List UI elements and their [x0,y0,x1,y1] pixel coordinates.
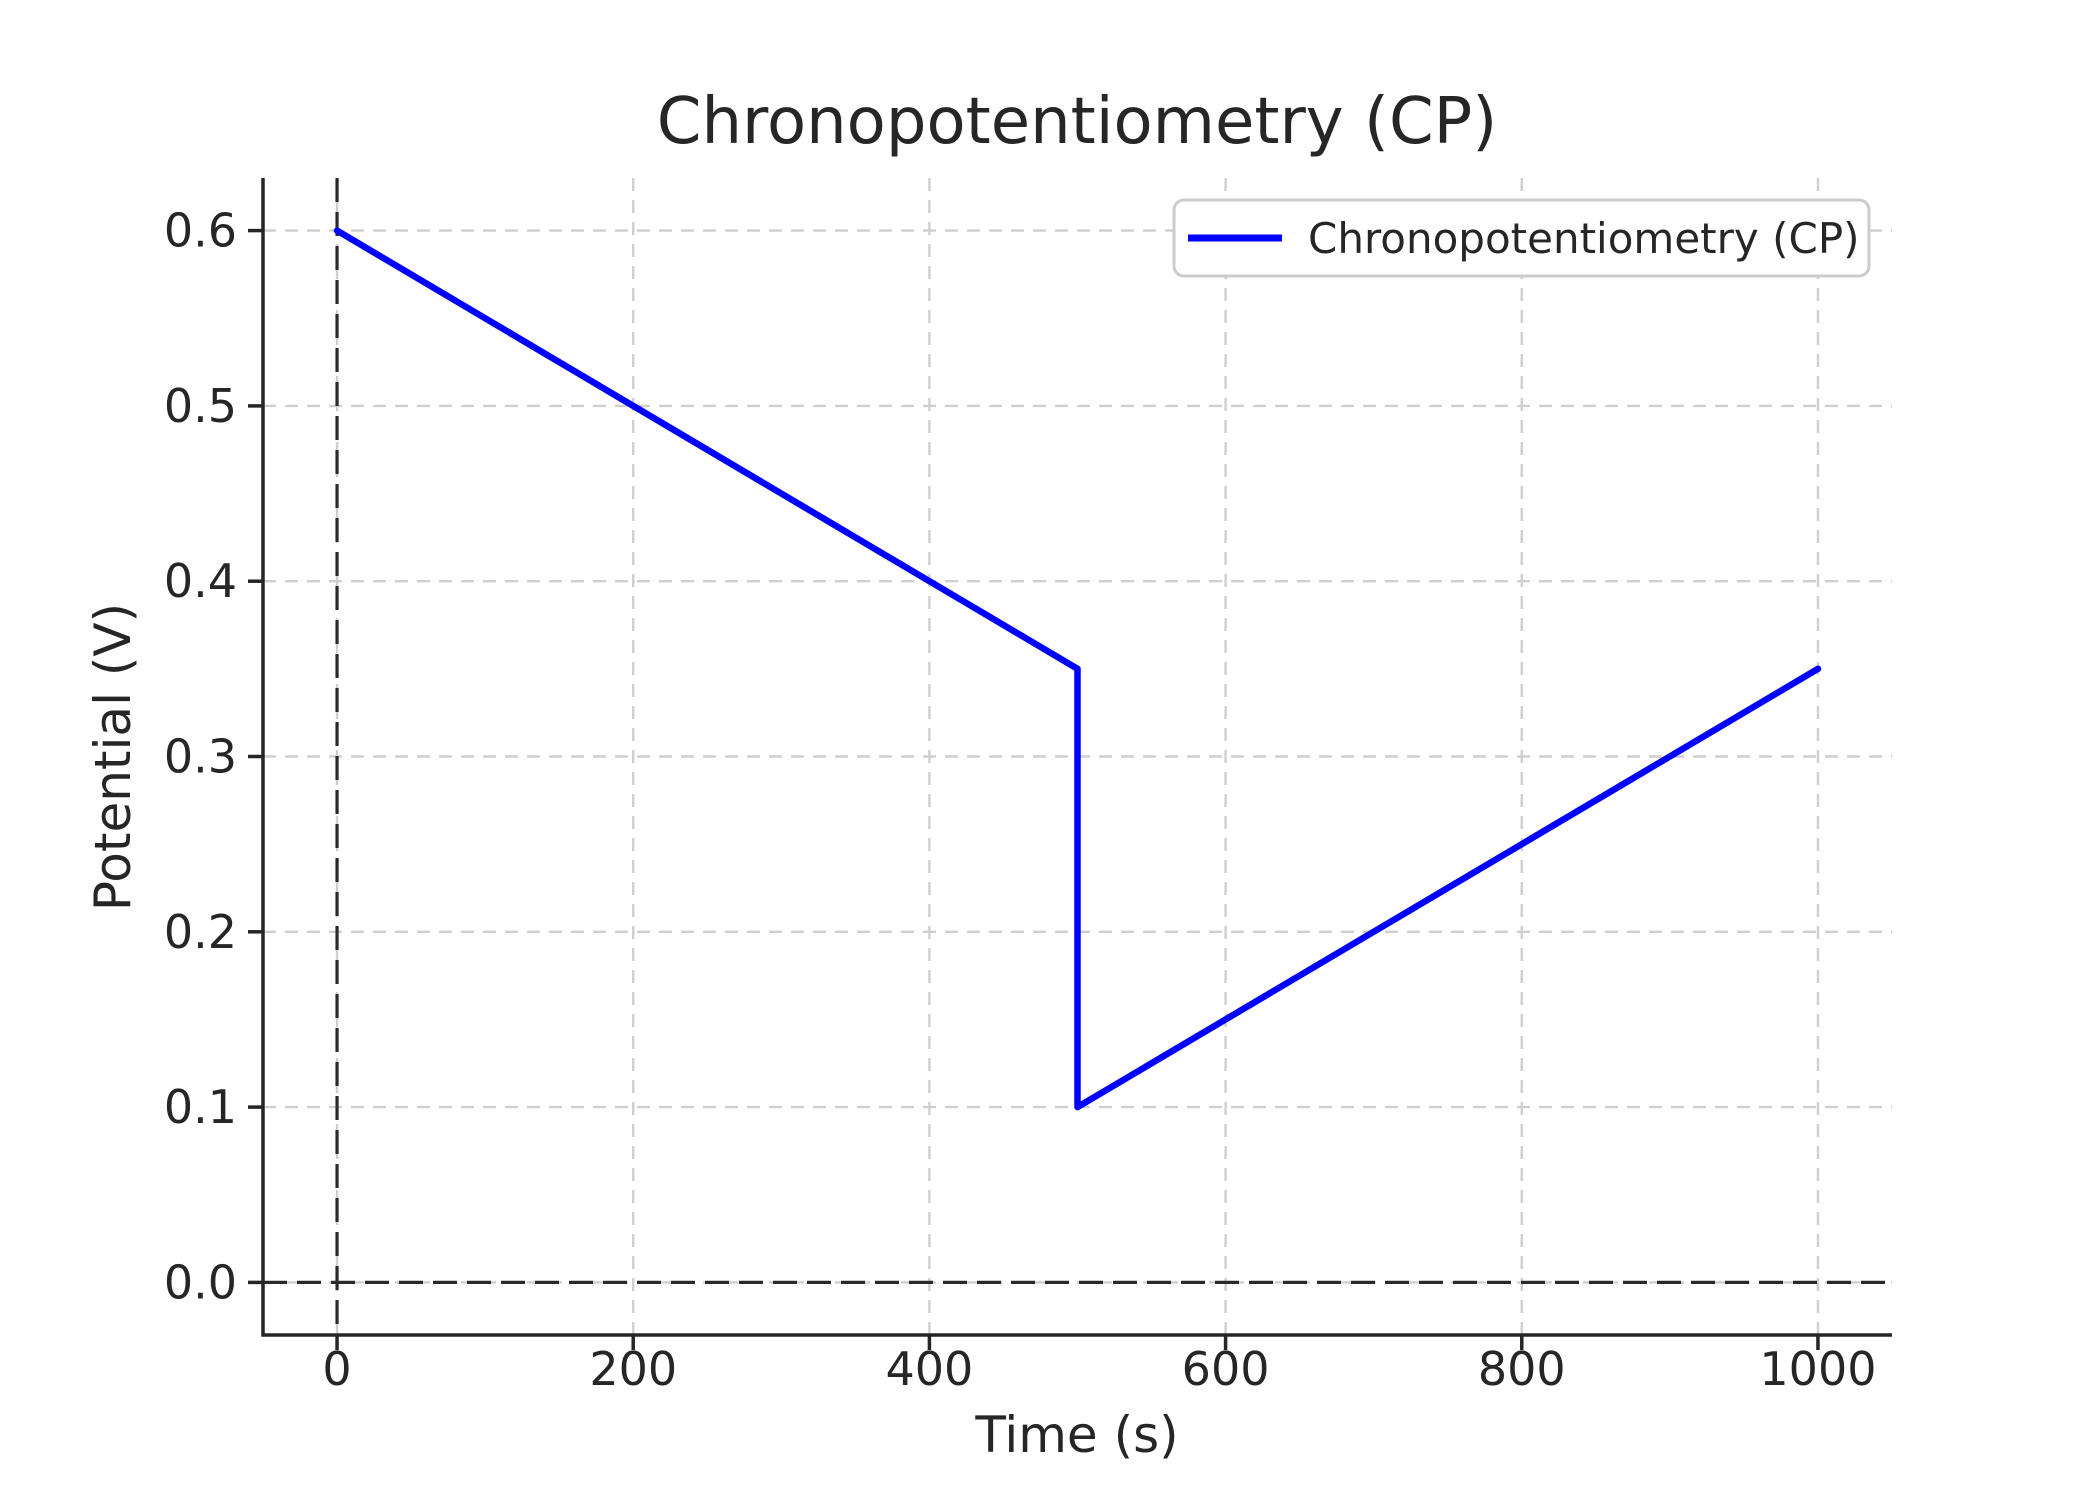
y-tick-label: 0.2 [164,905,237,959]
y-tick-label: 0.5 [164,379,237,433]
x-tick-label: 0 [322,1342,351,1396]
x-tick-label: 800 [1478,1342,1566,1396]
x-tick-label: 1000 [1759,1342,1876,1396]
reference-lines [263,178,1892,1335]
x-tick-label: 600 [1182,1342,1270,1396]
y-tick-label: 0.0 [164,1255,237,1309]
axis-ticks [248,228,1820,1350]
data-series [333,227,1822,1111]
chart-title: Chronopotentiometry (CP) [657,85,1497,159]
series-line [333,227,1822,1111]
tick-labels: 0 200 400 600 800 1000 0.0 0.1 0.2 0.3 0.4 0.5 0.6 [164,204,1877,1396]
y-tick-label: 0.4 [164,554,237,608]
legend: Chronopotentiometry (CP) [1172,198,1871,278]
y-tick-label: 0.1 [164,1080,237,1134]
legend-box [1172,198,1871,278]
x-axis-label: Time (s) [974,1406,1178,1464]
y-tick-label: 0.3 [164,730,237,784]
legend-label: Chronopotentiometry (CP) [1308,214,1860,263]
x-tick-label: 200 [589,1342,677,1396]
y-axis-label: Potential (V) [84,603,142,911]
x-tick-label: 400 [886,1342,974,1396]
y-tick-label: 0.6 [164,204,237,258]
